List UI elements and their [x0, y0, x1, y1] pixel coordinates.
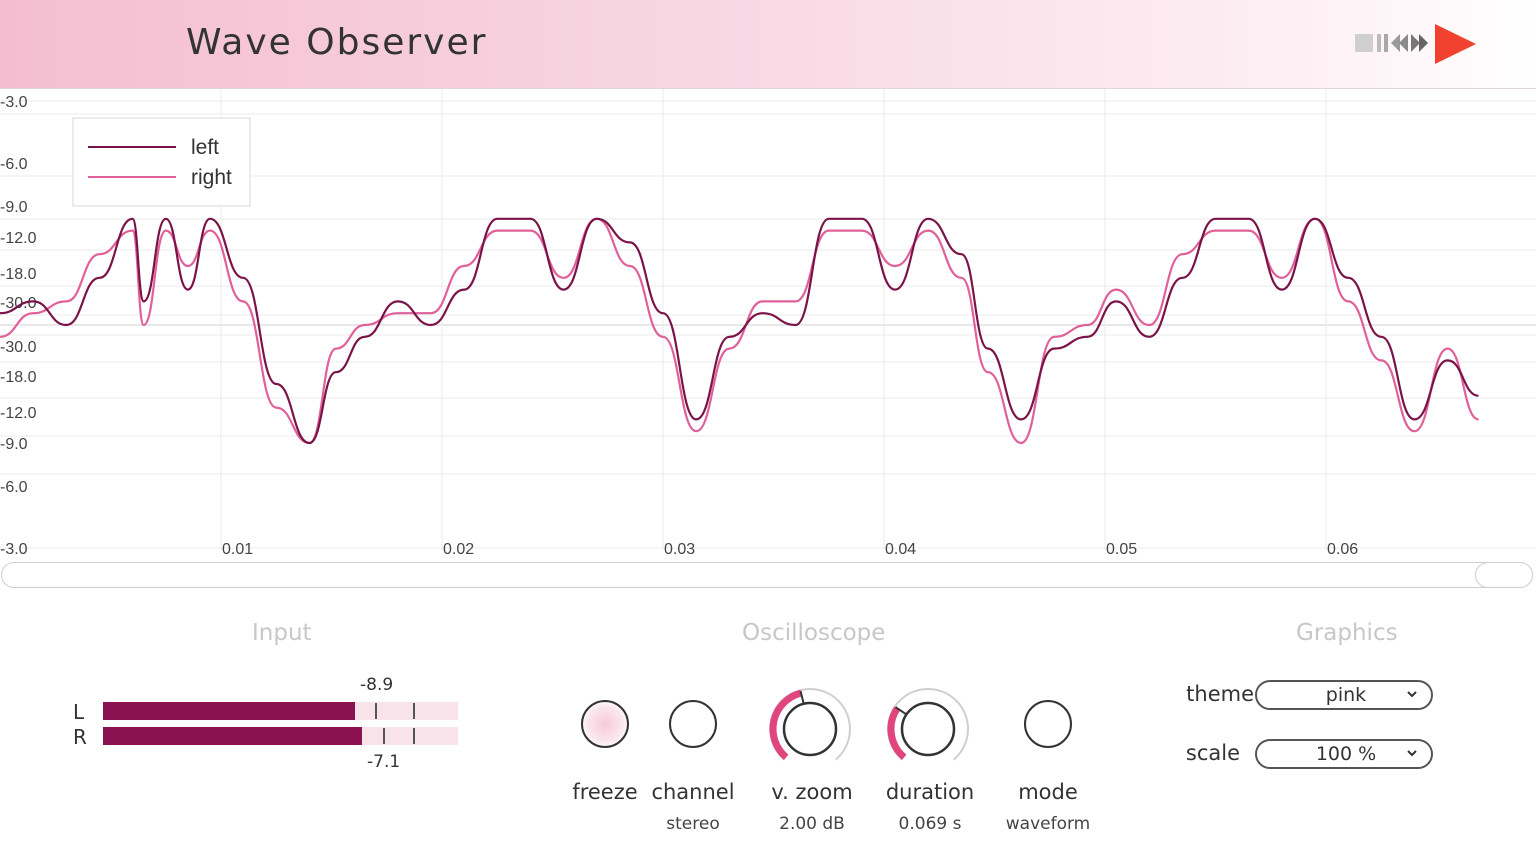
- theme-select[interactable]: pink: [1255, 680, 1433, 710]
- chevron-down-icon: [1407, 750, 1417, 757]
- series-line-right: [0, 217, 1479, 445]
- waveform-plot: -3.0 -6.0 -9.0 -12.0 -18.0 -30.0 -30.0 -18.0 -12…: [0, 89, 1536, 558]
- y-axis-tick-label: -18.0: [0, 266, 37, 283]
- y-axis-tick-label: -12.0: [0, 405, 37, 422]
- legend-box: [72, 117, 251, 207]
- knob-body: [900, 701, 956, 757]
- plugin-logo-icon[interactable]: [1355, 24, 1480, 64]
- vertical-zoom-knob[interactable]: [762, 681, 858, 777]
- y-axis-tick-label: -30.0: [0, 295, 37, 312]
- knob-body: [782, 701, 838, 757]
- chevron-down-icon: [1407, 691, 1417, 698]
- left-reference-marker: [413, 703, 415, 719]
- scrollbar-thumb[interactable]: [1475, 562, 1533, 588]
- x-axis-tick-label: 0.04: [885, 541, 916, 558]
- theme-label: theme: [1186, 682, 1254, 706]
- legend-label-right: right: [191, 166, 232, 189]
- duration-value: 0.069 s: [898, 814, 962, 834]
- right-level-fill: [103, 727, 363, 745]
- left-level-meter: [103, 702, 458, 720]
- freeze-label: freeze: [572, 780, 638, 804]
- section-title-input: Input: [252, 620, 312, 646]
- right-peak-marker: [383, 728, 385, 744]
- duration-knob[interactable]: [880, 681, 976, 777]
- y-axis-tick-label: -6.0: [0, 156, 28, 173]
- left-peak-marker: [375, 703, 377, 719]
- channel-button[interactable]: [669, 700, 717, 748]
- section-title-graphics: Graphics: [1296, 620, 1398, 646]
- scale-select[interactable]: 100 %: [1255, 739, 1433, 769]
- theme-select-value: pink: [1325, 684, 1367, 706]
- left-level-fill: [103, 702, 356, 720]
- knob-value-arc: [769, 689, 802, 760]
- left-channel-letter: L: [73, 700, 85, 724]
- knob-pointer: [799, 690, 805, 705]
- right-reference-marker: [413, 728, 415, 744]
- y-axis-tick-label: -12.0: [0, 230, 37, 247]
- header-bar: Wave Observer: [0, 0, 1536, 89]
- y-axis-tick-label: -6.0: [0, 479, 28, 496]
- right-peak-value: -7.1: [367, 752, 401, 772]
- freeze-button[interactable]: [581, 700, 629, 748]
- channel-label: channel: [651, 780, 735, 804]
- y-axis-tick-label: -30.0: [0, 339, 37, 356]
- vertical-zoom-label: v. zoom: [771, 780, 853, 804]
- x-axis-tick-label: 0.06: [1327, 541, 1358, 558]
- y-axis-tick-label: -3.0: [0, 94, 28, 111]
- scale-label: scale: [1185, 741, 1240, 765]
- mode-button[interactable]: [1024, 700, 1072, 748]
- channel-value: stereo: [666, 814, 720, 834]
- x-axis-tick-label: 0.02: [443, 541, 474, 558]
- series-line-left: [0, 217, 1479, 445]
- scale-select-value: 100 %: [1315, 743, 1377, 765]
- x-axis-tick-label: 0.01: [222, 541, 253, 558]
- y-axis-tick-label: -18.0: [0, 369, 37, 386]
- knob-pointer: [895, 706, 908, 716]
- section-title-oscilloscope: Oscilloscope: [742, 620, 886, 646]
- legend-label-left: left: [191, 136, 219, 159]
- duration-label: duration: [885, 780, 975, 804]
- right-channel-letter: R: [73, 725, 87, 749]
- app-title: Wave Observer: [186, 22, 488, 63]
- time-scrollbar[interactable]: [1, 562, 1533, 588]
- knob-value-arc: [887, 706, 907, 760]
- x-axis-tick-label: 0.03: [664, 541, 695, 558]
- y-axis-tick-label: -3.0: [0, 541, 28, 558]
- y-axis-tick-label: -9.0: [0, 199, 28, 216]
- oscilloscope-display: -3.0 -6.0 -9.0 -12.0 -18.0 -30.0 -30.0 -18.0 -12…: [0, 89, 1536, 560]
- y-axis-tick-label: -9.0: [0, 436, 28, 453]
- mode-value: waveform: [1005, 814, 1091, 834]
- vertical-zoom-value: 2.00 dB: [779, 814, 845, 834]
- x-axis-tick-label: 0.05: [1106, 541, 1137, 558]
- right-level-meter: [103, 727, 458, 745]
- mode-label: mode: [1018, 780, 1078, 804]
- left-peak-value: -8.9: [360, 675, 394, 695]
